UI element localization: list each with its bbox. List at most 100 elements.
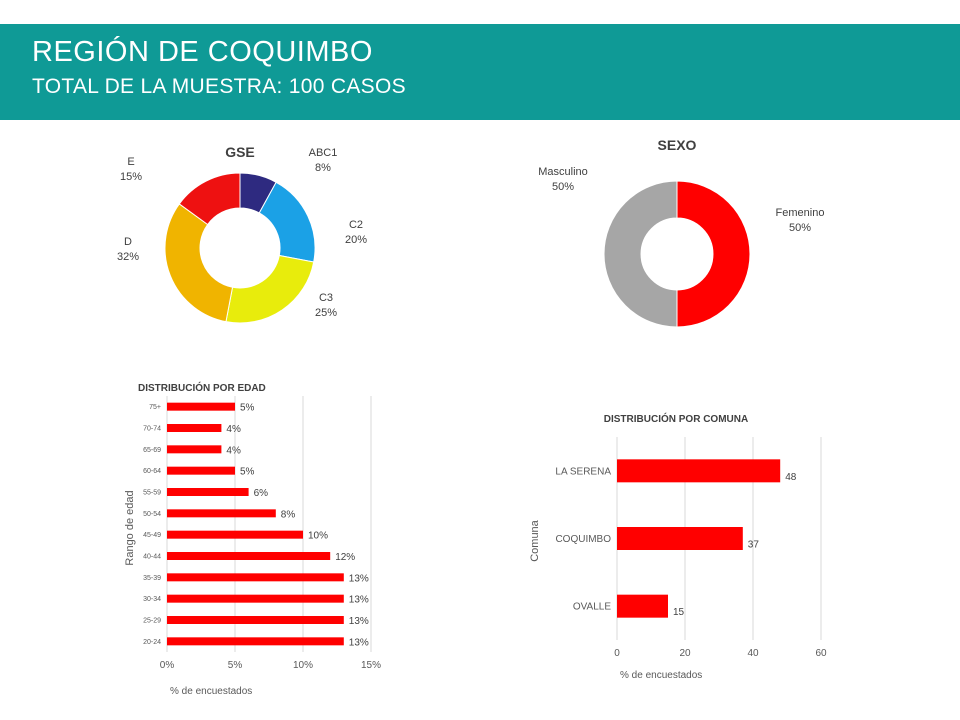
category-label: 70-74 xyxy=(143,425,161,432)
age-x-axis-label: % de encuestados xyxy=(170,686,252,697)
comuna-tick-labels: 0 20 40 60 xyxy=(614,648,827,659)
bar-value-label: 48 xyxy=(785,472,797,483)
slice-value-masculino: 50% xyxy=(552,181,574,193)
x-tick-label: 20 xyxy=(679,648,691,659)
bar-75- xyxy=(167,402,235,411)
x-tick-label: 0 xyxy=(614,648,620,659)
bar-60-64 xyxy=(167,466,235,475)
bar-value-label: 13% xyxy=(349,595,369,606)
category-label: 55-59 xyxy=(143,489,161,496)
bar-65-69 xyxy=(167,445,222,454)
bar-la-serena xyxy=(617,459,781,483)
category-label: 60-64 xyxy=(143,468,161,475)
slice-femenino xyxy=(676,180,751,328)
bar-coquimbo xyxy=(617,527,743,550)
gse-chart: GSE ABC1 8% C2 20% C3 25% D 32% E 15% xyxy=(117,144,367,324)
x-tick-label: 0% xyxy=(160,660,175,671)
comuna-bars xyxy=(617,459,781,618)
bar-55-59 xyxy=(167,488,249,496)
x-tick-label: 5% xyxy=(228,660,243,671)
slice-label-d: D xyxy=(124,236,132,248)
age-tick-labels: 0% 5% 10% 15% xyxy=(160,660,381,671)
bar-value-label: 13% xyxy=(349,573,369,584)
slice-label-femenino: Femenino xyxy=(776,207,825,219)
category-label: 35-39 xyxy=(143,575,161,582)
category-label: LA SERENA xyxy=(555,466,611,477)
age-category-labels: 75+ 70-74 65-69 60-64 55-59 50-54 45-49 40-44 35… xyxy=(143,404,161,646)
bar-value-label: 8% xyxy=(281,509,296,520)
gse-chart-title: GSE xyxy=(225,144,255,160)
page-title: REGIÓN DE COQUIMBO xyxy=(32,36,373,68)
comuna-category-labels: LA SERENA COQUIMBO OVALLE xyxy=(555,466,611,612)
bar-value-label: 37 xyxy=(748,540,760,551)
slice-value-c3: 25% xyxy=(315,307,337,319)
bar-50-54 xyxy=(167,509,276,518)
category-label: 75+ xyxy=(149,404,161,411)
comuna-chart-title: DISTRIBUCIÓN POR COMUNA xyxy=(604,412,748,425)
comuna-value-labels: 48 37 15 xyxy=(673,472,797,618)
category-label: 65-69 xyxy=(143,447,161,454)
slice-c3 xyxy=(225,254,315,324)
age-grid xyxy=(166,396,372,652)
page-subtitle: TOTAL DE LA MUESTRA: 100 CASOS xyxy=(32,75,406,98)
slice-label-abc1: ABC1 xyxy=(309,147,338,159)
age-value-labels: 5% 4% 4% 5% 6% 8% 10% 12% 13% 13% 13% 13% xyxy=(226,403,369,649)
category-label: 30-34 xyxy=(143,596,161,603)
slice-label-masculino: Masculino xyxy=(538,166,588,178)
bar-ovalle xyxy=(617,594,668,618)
category-label: 25-29 xyxy=(143,617,161,624)
age-chart: DISTRIBUCIÓN POR EDAD 75+ 70-74 65-69 60-64… xyxy=(124,381,381,697)
category-label: 50-54 xyxy=(143,511,161,518)
bar-value-label: 4% xyxy=(226,445,241,456)
slice-e xyxy=(178,172,241,226)
bar-20-24 xyxy=(167,637,344,646)
bar-40-44 xyxy=(167,552,331,560)
bar-value-label: 6% xyxy=(254,488,269,499)
bar-35-39 xyxy=(167,573,344,582)
header-banner: REGIÓN DE COQUIMBO TOTAL DE LA MUESTRA: … xyxy=(0,24,960,120)
age-chart-title: DISTRIBUCIÓN POR EDAD xyxy=(138,381,266,394)
slice-masculino xyxy=(603,180,678,328)
bar-value-label: 4% xyxy=(226,424,241,435)
category-label: 45-49 xyxy=(143,532,161,539)
bar-value-label: 15 xyxy=(673,607,685,618)
sexo-chart: SEXO Femenino 50% Masculino 50% xyxy=(538,137,824,328)
sexo-labels: Femenino 50% Masculino 50% xyxy=(538,166,824,234)
bar-value-label: 5% xyxy=(240,403,255,414)
sexo-chart-title: SEXO xyxy=(658,137,697,153)
comuna-y-axis-label: Comuna xyxy=(529,519,541,561)
slice-label-c2: C2 xyxy=(349,219,363,231)
slice-value-e: 15% xyxy=(120,171,142,183)
x-tick-label: 15% xyxy=(361,660,381,671)
comuna-chart: DISTRIBUCIÓN POR COMUNA LA SERENA COQUIMB… xyxy=(529,412,827,681)
slice-label-e: E xyxy=(127,156,134,168)
slice-value-d: 32% xyxy=(117,251,139,263)
age-y-axis-label: Rango de edad xyxy=(124,490,136,565)
bar-value-label: 5% xyxy=(240,467,255,478)
bar-value-label: 10% xyxy=(308,531,328,542)
category-label: 40-44 xyxy=(143,553,161,560)
category-label: 20-24 xyxy=(143,639,161,646)
slice-value-abc1: 8% xyxy=(315,162,331,174)
bar-70-74 xyxy=(167,424,222,432)
x-tick-label: 40 xyxy=(747,648,759,659)
bar-value-label: 13% xyxy=(349,637,369,648)
gse-slices xyxy=(164,172,316,324)
x-tick-label: 60 xyxy=(815,648,827,659)
category-label: OVALLE xyxy=(573,602,611,613)
bar-25-29 xyxy=(167,616,344,624)
slice-value-femenino: 50% xyxy=(789,222,811,234)
gse-labels: ABC1 8% C2 20% C3 25% D 32% E 15% xyxy=(117,147,367,319)
slice-label-c3: C3 xyxy=(319,292,333,304)
age-bars xyxy=(167,402,344,646)
bar-45-49 xyxy=(167,530,303,539)
comuna-x-axis-label: % de encuestados xyxy=(620,670,702,681)
bar-value-label: 13% xyxy=(349,616,369,627)
bar-30-34 xyxy=(167,594,344,603)
slice-value-c2: 20% xyxy=(345,234,367,246)
category-label: COQUIMBO xyxy=(555,534,611,545)
sexo-slices xyxy=(603,180,751,328)
x-tick-label: 10% xyxy=(293,660,313,671)
bar-value-label: 12% xyxy=(335,552,355,563)
